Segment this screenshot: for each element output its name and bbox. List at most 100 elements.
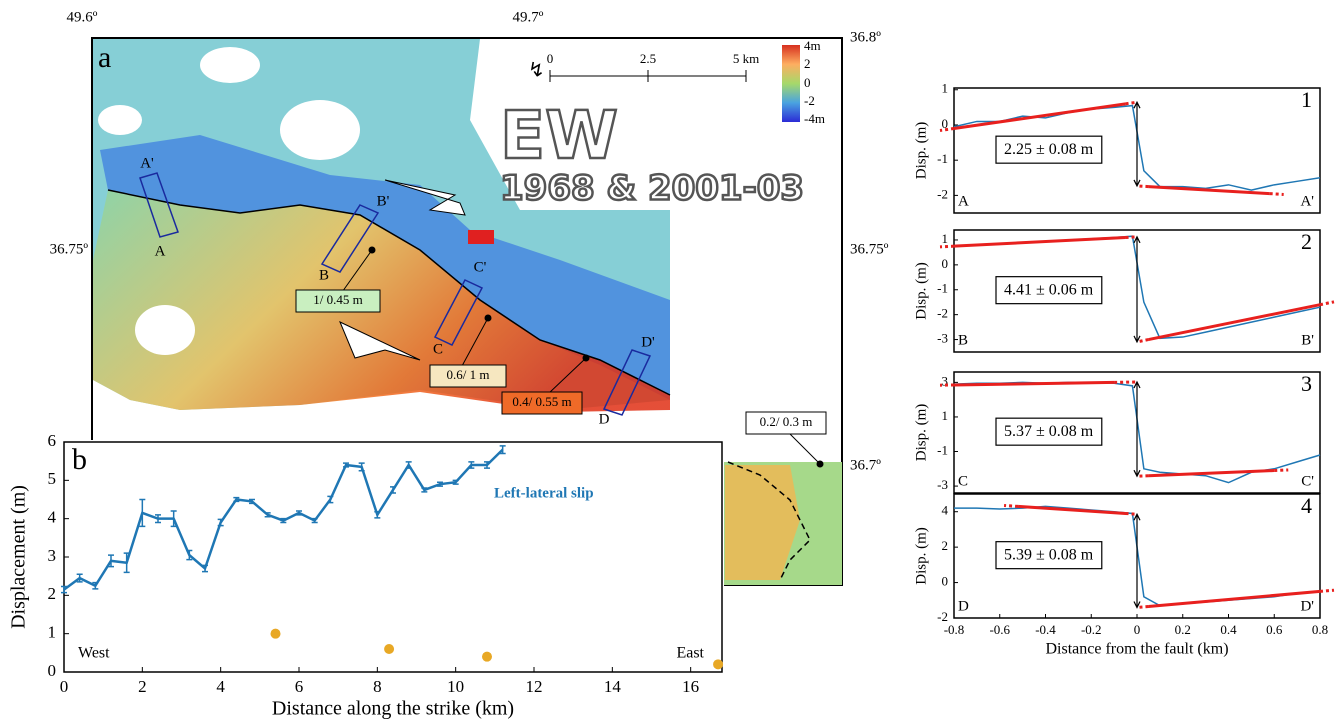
fit-line (1148, 591, 1320, 606)
map-title: EW (500, 97, 618, 174)
fit-line (954, 237, 1126, 246)
slip-label: 1/ 0.45 m (313, 292, 362, 307)
y-tick-label: 5 (48, 469, 57, 488)
annotation: East (676, 645, 704, 662)
x-tick-label: 0.8 (1312, 622, 1328, 637)
y-axis-label: Disp. (m) (913, 122, 929, 180)
fit-extension (1137, 186, 1148, 187)
scale-label: 5 km (733, 51, 759, 66)
annotation: West (78, 645, 110, 662)
x-tick-label: 4 (216, 677, 225, 696)
x-tick-label: 0.2 (1175, 622, 1191, 637)
y-tick-label: 1 (48, 623, 57, 642)
y-tick-label: 1 (942, 231, 949, 246)
lat-label: 36.75º (50, 241, 89, 257)
x-tick-label: 0.6 (1266, 622, 1283, 637)
y-axis-label: Disp. (m) (913, 404, 929, 462)
start-label: A (958, 193, 969, 209)
lat-label: 36.75º (850, 241, 889, 257)
x-tick-label: -0.8 (944, 622, 965, 637)
slip-label: 0.4/ 0.55 m (512, 394, 571, 409)
fit-line (954, 104, 1126, 129)
panel-b-background (62, 440, 724, 680)
profile-label: B' (377, 193, 390, 209)
x-tick-label: 8 (373, 677, 382, 696)
y-tick-label: 1 (942, 408, 949, 423)
end-label: B' (1301, 332, 1314, 348)
y-tick-label: 0 (942, 256, 949, 271)
slip-label: 0.2/ 0.3 m (760, 414, 813, 429)
offset-label: 5.37 ± 0.08 m (1004, 423, 1094, 440)
x-tick-label: 14 (604, 677, 622, 696)
colorbar-label: -4m (804, 111, 825, 126)
map-gap (280, 100, 360, 160)
fit-extension (1320, 302, 1334, 305)
x-tick-label: -0.2 (1081, 622, 1102, 637)
start-label: B (958, 332, 968, 348)
y-tick-label: 6 (48, 431, 57, 450)
y-tick-label: 0 (48, 661, 57, 680)
fit-line (1018, 506, 1126, 513)
x-tick-label: 6 (295, 677, 304, 696)
y-tick-label: 2 (942, 538, 949, 553)
x-tick-label: 12 (526, 677, 543, 696)
point (384, 644, 394, 654)
fit-extension (1004, 505, 1018, 506)
y-tick-label: -1 (937, 442, 948, 457)
panel-label: 1 (1301, 87, 1312, 112)
panel-label: b (72, 443, 87, 476)
slip-site (583, 355, 590, 362)
y-tick-label: 3 (48, 546, 57, 565)
fit-extension (1274, 470, 1288, 471)
x-axis-label: Distance along the strike (km) (272, 698, 514, 720)
x-tick-label: 2 (138, 677, 147, 696)
x-tick-label: 10 (447, 677, 464, 696)
colorbar-label: 4m (804, 38, 821, 53)
y-tick-label: -3 (937, 331, 948, 346)
panel-label: 2 (1301, 229, 1312, 254)
profile-label: A (155, 243, 166, 259)
start-label: D (958, 598, 969, 614)
profile-label: B (319, 267, 329, 283)
x-tick-label: -0.4 (1035, 622, 1056, 637)
y-axis-label: Displacement (m) (8, 485, 30, 629)
y-tick-label: -2 (937, 306, 948, 321)
end-label: A' (1300, 193, 1314, 209)
point (482, 652, 492, 662)
map-subtitle: 1968 & 2001-03 (500, 169, 804, 209)
y-axis-label: Disp. (m) (913, 262, 929, 320)
fit-extension (1270, 194, 1284, 195)
lat-label: 36.8º (850, 29, 881, 45)
slip-site (369, 247, 376, 254)
point (713, 659, 723, 669)
profile-label: C (433, 341, 443, 357)
offset-label: 2.25 ± 0.08 m (1004, 141, 1094, 158)
slip-label: 0.6/ 1 m (447, 367, 490, 382)
colorbar-label: -2 (804, 93, 815, 108)
scale-label: 0 (547, 51, 554, 66)
lat-label: 36.7º (850, 457, 881, 473)
profile-label: D' (641, 334, 655, 350)
x-axis-label: Distance from the fault (km) (1045, 641, 1228, 658)
y-tick-label: -2 (937, 186, 948, 201)
map-gap (135, 305, 195, 355)
y-tick-label: 4 (942, 503, 949, 518)
north-arrow: ↯ (528, 60, 545, 82)
panel-label: a (98, 41, 111, 74)
y-tick-label: -1 (937, 151, 948, 166)
x-tick-label: 0.4 (1220, 622, 1237, 637)
profile-label: C' (474, 259, 487, 275)
y-tick-label: 2 (48, 584, 57, 603)
fit-line (1148, 305, 1320, 340)
x-tick-label: 0 (1134, 622, 1141, 637)
y-tick-label: 1 (942, 81, 949, 96)
lon-label: 49.6º (67, 9, 98, 25)
legend-label: Left-lateral slip (494, 485, 594, 501)
y-tick-label: 0 (942, 574, 949, 589)
fit-extension (1126, 102, 1137, 104)
map-gap (200, 47, 260, 83)
map-gap (98, 105, 142, 135)
point (271, 629, 281, 639)
y-axis-label: Disp. (m) (913, 527, 929, 585)
colorbar-label: 0 (804, 75, 811, 90)
